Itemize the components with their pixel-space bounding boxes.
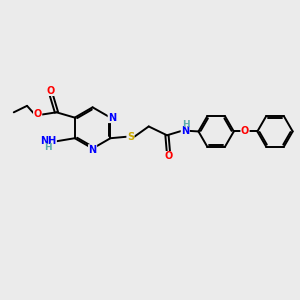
Text: N: N <box>181 126 189 136</box>
Text: S: S <box>127 132 134 142</box>
Text: N: N <box>88 145 97 155</box>
Text: N: N <box>108 112 116 123</box>
Text: O: O <box>241 126 249 136</box>
Text: NH: NH <box>40 136 56 146</box>
Text: H: H <box>182 120 189 129</box>
Text: O: O <box>46 85 55 95</box>
Text: O: O <box>34 109 42 119</box>
Text: H: H <box>44 143 52 152</box>
Text: O: O <box>164 152 172 161</box>
